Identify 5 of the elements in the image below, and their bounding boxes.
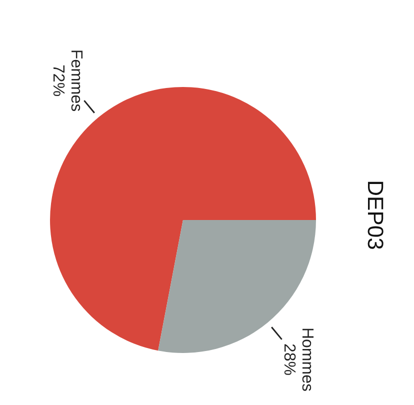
- slice-label: Femmes: [68, 49, 85, 112]
- data-label: 28%: [280, 343, 298, 376]
- text: DEP03: [363, 180, 388, 250]
- slice-label: Hommes: [298, 327, 316, 392]
- data-label: 72%: [50, 64, 67, 97]
